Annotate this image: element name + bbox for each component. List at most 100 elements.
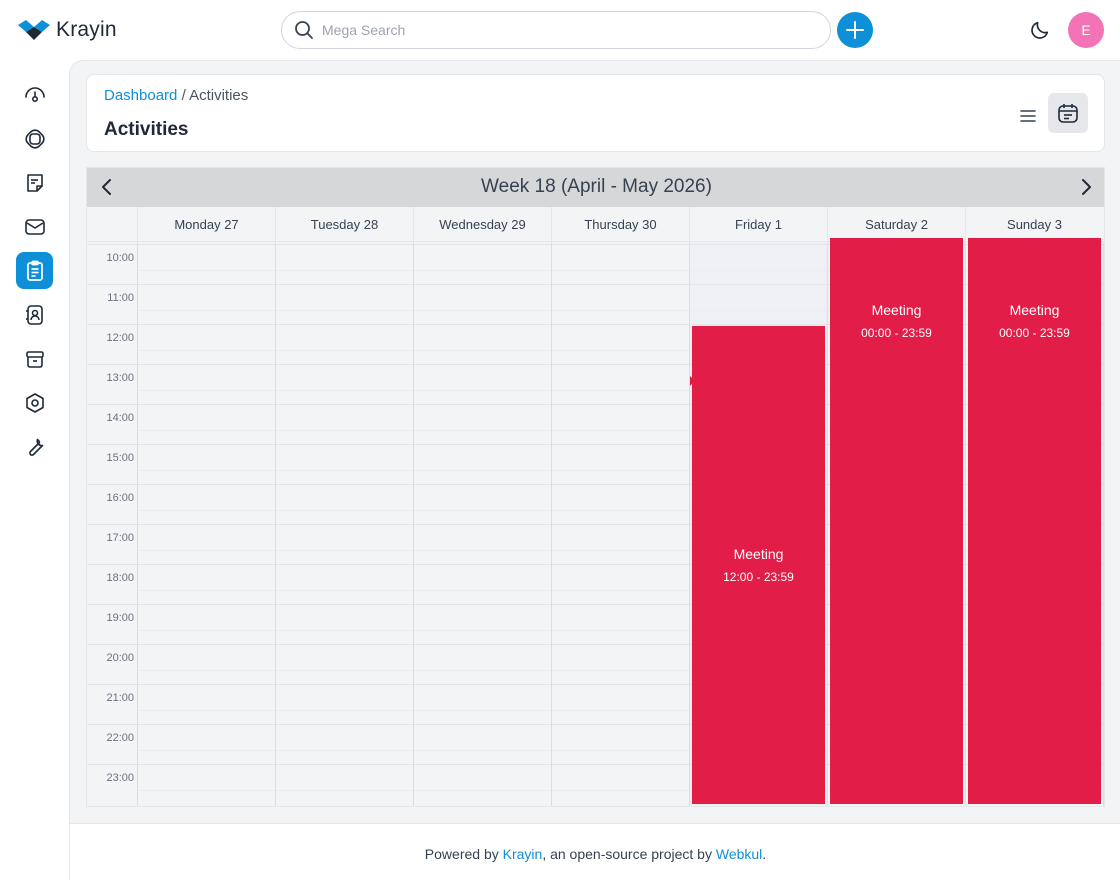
day-header: Tuesday 28 bbox=[275, 207, 413, 242]
quotes-icon bbox=[26, 173, 43, 192]
event-title: Meeting bbox=[733, 546, 784, 562]
dark-mode-toggle[interactable] bbox=[1026, 16, 1054, 44]
footer-suffix: . bbox=[762, 846, 767, 862]
page-title: Activities bbox=[104, 119, 189, 140]
day-column-line bbox=[413, 242, 414, 806]
sidebar-item-dashboard[interactable] bbox=[16, 76, 53, 113]
previous-week-button[interactable] bbox=[97, 177, 117, 197]
footer-middle: , an open-source project by bbox=[542, 846, 712, 862]
time-label: 17:00 bbox=[106, 532, 134, 544]
time-label: 11:00 bbox=[107, 292, 134, 304]
list-view-button[interactable] bbox=[1015, 103, 1041, 129]
day-header: Friday 1 bbox=[689, 207, 827, 242]
next-week-button[interactable] bbox=[1076, 177, 1096, 197]
event-time: 00:00 - 23:59 bbox=[999, 326, 1070, 340]
day-headers: Monday 27 Tuesday 28 Wednesday 29 Thursday … bbox=[87, 207, 1104, 242]
half-hour-line bbox=[137, 630, 1104, 631]
half-hour-line bbox=[137, 790, 1104, 791]
mega-search[interactable] bbox=[281, 11, 831, 49]
day-column-line bbox=[551, 242, 552, 806]
time-label: 12:00 bbox=[106, 332, 134, 344]
event-content: Meeting 00:00 - 23:59 bbox=[830, 302, 963, 340]
top-bar: Krayin E bbox=[0, 0, 1120, 60]
half-hour-line bbox=[137, 670, 1104, 671]
calendar-event[interactable]: Meeting 12:00 - 23:59 bbox=[692, 326, 825, 804]
day-column-line bbox=[275, 242, 276, 806]
hour-line bbox=[87, 764, 1104, 765]
day-column-line bbox=[137, 242, 138, 806]
calendar-title: Week 18 (April - May 2026) bbox=[481, 176, 712, 197]
hour-line bbox=[87, 524, 1104, 525]
list-icon bbox=[1020, 110, 1036, 122]
hour-line bbox=[87, 364, 1104, 365]
half-hour-line bbox=[137, 750, 1104, 751]
day-header: Monday 27 bbox=[137, 207, 275, 242]
half-hour-line bbox=[137, 270, 1104, 271]
calendar-event[interactable]: Meeting 00:00 - 23:59 bbox=[830, 238, 963, 804]
sidebar-item-activities[interactable] bbox=[16, 252, 53, 289]
dashboard-icon bbox=[24, 86, 45, 102]
sidebar bbox=[0, 60, 70, 880]
day-column-line bbox=[689, 242, 690, 806]
time-label: 14:00 bbox=[106, 412, 134, 424]
activities-icon bbox=[26, 260, 43, 281]
search-input[interactable] bbox=[322, 22, 802, 38]
breadcrumb-dashboard-link[interactable]: Dashboard bbox=[104, 87, 178, 104]
breadcrumb-separator: / bbox=[181, 87, 186, 104]
hour-line bbox=[87, 244, 1104, 245]
event-title: Meeting bbox=[871, 302, 922, 318]
plus-icon bbox=[846, 21, 864, 39]
sidebar-item-products[interactable] bbox=[16, 340, 53, 377]
event-title: Meeting bbox=[1009, 302, 1060, 318]
day-column-line bbox=[827, 242, 828, 806]
half-hour-line bbox=[137, 590, 1104, 591]
hour-line bbox=[87, 484, 1104, 485]
half-hour-line bbox=[137, 510, 1104, 511]
hour-line bbox=[87, 724, 1104, 725]
calendar-view-button[interactable] bbox=[1048, 93, 1088, 133]
footer-text: Powered by Krayin, an open-source projec… bbox=[70, 846, 1120, 862]
time-grid: 10:00 11:00 12:00 13:00 14:00 15:00 16:00 17:00… bbox=[87, 238, 1104, 806]
leads-icon bbox=[24, 128, 45, 149]
time-label: 16:00 bbox=[106, 492, 134, 504]
day-header: Saturday 2 bbox=[827, 207, 965, 242]
half-hour-line bbox=[137, 390, 1104, 391]
hour-line bbox=[87, 684, 1104, 685]
user-avatar[interactable]: E bbox=[1068, 12, 1104, 48]
event-time: 12:00 - 23:59 bbox=[723, 570, 794, 584]
chevron-left-icon bbox=[102, 179, 111, 195]
sidebar-item-contacts[interactable] bbox=[16, 296, 53, 333]
calendar-icon bbox=[1058, 104, 1078, 123]
hour-line bbox=[87, 564, 1104, 565]
calendar-event[interactable]: Meeting 00:00 - 23:59 bbox=[968, 238, 1101, 804]
krayin-logo-icon bbox=[18, 20, 50, 40]
time-label: 13:00 bbox=[106, 372, 134, 384]
day-header: Sunday 3 bbox=[965, 207, 1103, 242]
time-label: 10:00 bbox=[106, 252, 134, 264]
contacts-icon bbox=[25, 304, 43, 325]
half-hour-line bbox=[137, 430, 1104, 431]
sidebar-item-mail[interactable] bbox=[16, 208, 53, 245]
hour-line bbox=[87, 324, 1104, 325]
time-label: 18:00 bbox=[106, 572, 134, 584]
day-column-line bbox=[965, 242, 966, 806]
time-label: 15:00 bbox=[106, 452, 134, 464]
sidebar-item-settings[interactable] bbox=[16, 384, 53, 421]
sidebar-item-configuration[interactable] bbox=[16, 428, 53, 465]
time-label: 21:00 bbox=[106, 692, 134, 704]
krayin-link[interactable]: Krayin bbox=[502, 846, 543, 862]
hour-line bbox=[87, 644, 1104, 645]
webkul-link[interactable]: Webkul bbox=[715, 846, 763, 862]
sidebar-item-quotes[interactable] bbox=[16, 164, 53, 201]
settings-icon bbox=[25, 392, 44, 413]
hour-line bbox=[87, 284, 1104, 285]
sidebar-item-leads[interactable] bbox=[16, 120, 53, 157]
day-column-line bbox=[1103, 242, 1104, 806]
quick-create-button[interactable] bbox=[837, 12, 873, 48]
day-header: Thursday 30 bbox=[551, 207, 689, 242]
krayin-logo[interactable]: Krayin bbox=[18, 18, 117, 42]
breadcrumb-current: Activities bbox=[189, 87, 249, 104]
products-icon bbox=[25, 350, 44, 368]
calendar-toolbar: Week 18 (April - May 2026) bbox=[87, 168, 1104, 207]
footer: Powered by Krayin, an open-source projec… bbox=[70, 823, 1120, 881]
